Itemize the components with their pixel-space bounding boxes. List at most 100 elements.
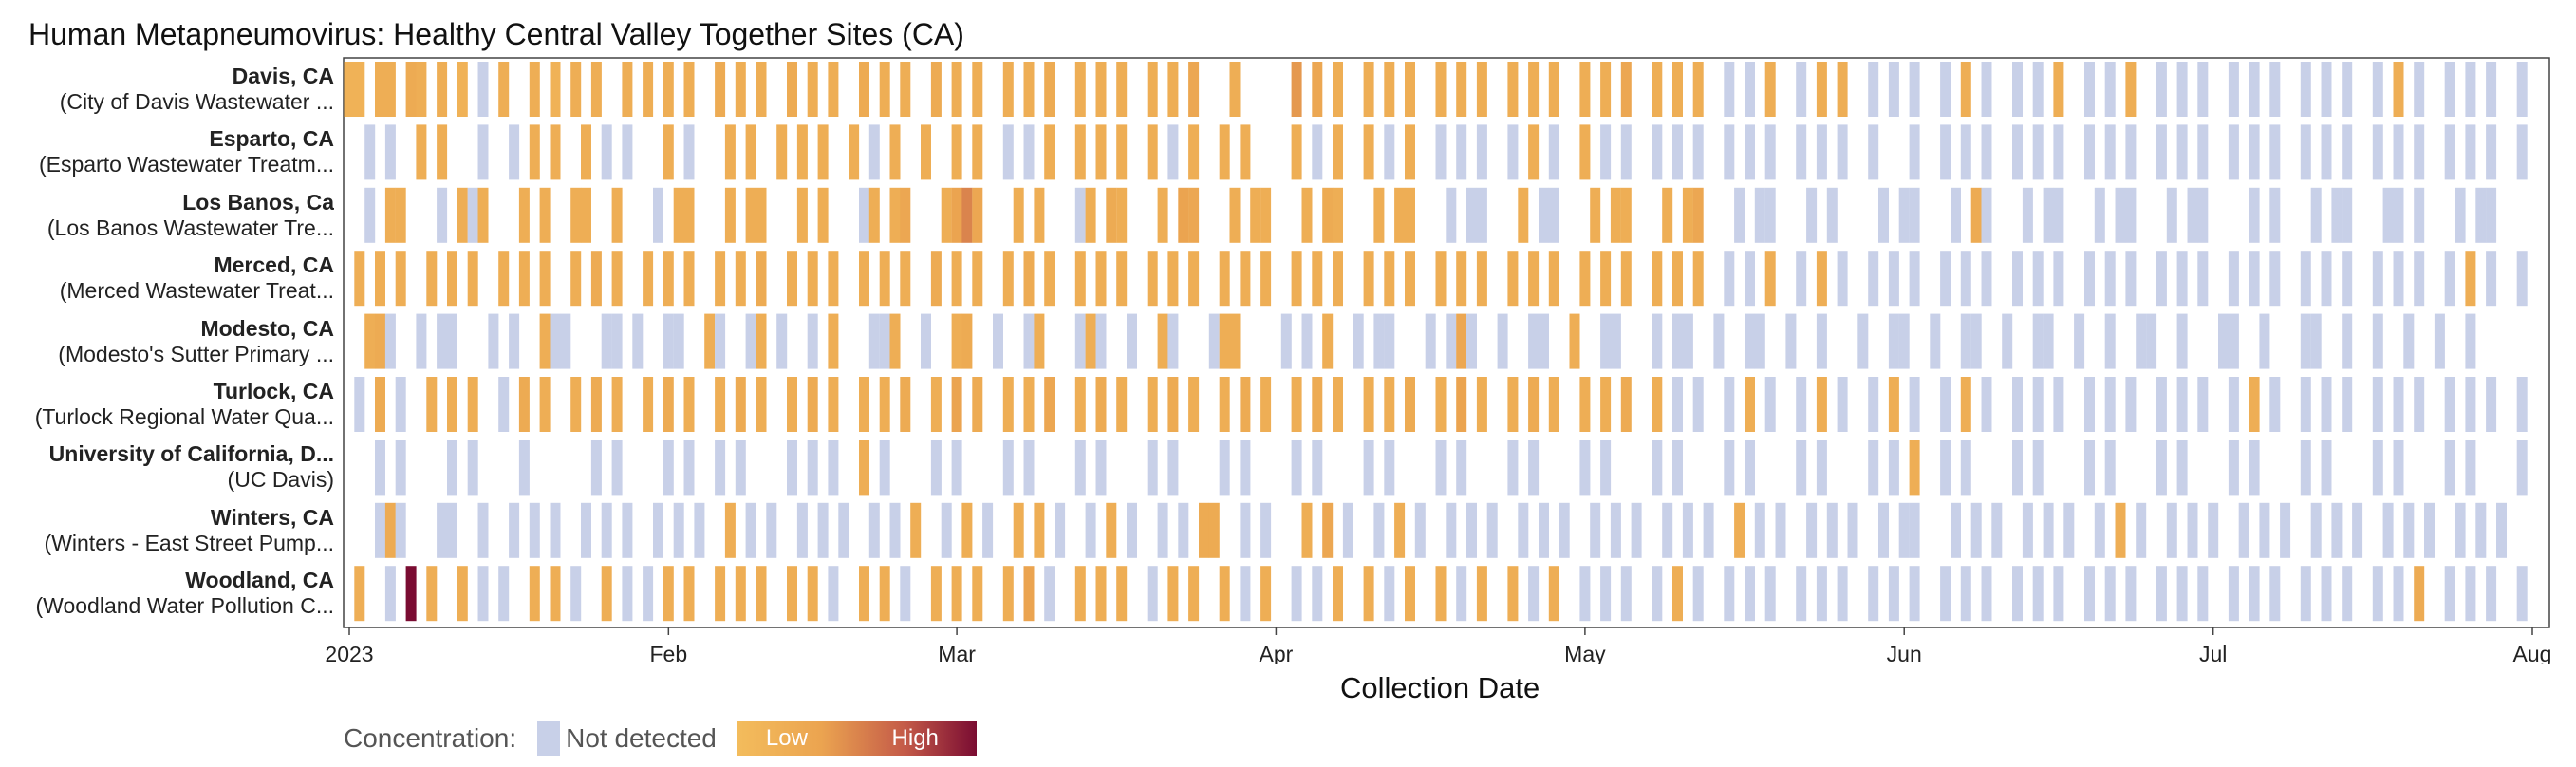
heatmap-cell xyxy=(1363,377,1374,432)
heatmap-cell xyxy=(2414,62,2425,117)
heatmap-cell xyxy=(1548,187,1559,243)
heatmap-cell xyxy=(1960,62,1971,117)
heatmap-cell xyxy=(1796,62,1807,117)
heatmap-cell xyxy=(2032,313,2044,369)
heatmap-cell xyxy=(715,377,726,432)
heatmap-cell xyxy=(1796,124,1807,180)
heatmap-cell xyxy=(611,440,623,496)
heatmap-cell xyxy=(2166,187,2177,243)
heatmap-cell xyxy=(2125,377,2137,432)
heatmap-cell xyxy=(1260,502,1272,558)
heatmap-cell xyxy=(1116,187,1128,243)
heatmap-cell xyxy=(2084,566,2095,622)
heatmap-cell xyxy=(437,124,448,180)
heatmap-cell xyxy=(2300,124,2311,180)
heatmap-cell xyxy=(416,313,427,369)
heatmap-cell xyxy=(2414,124,2425,180)
heatmap-cell xyxy=(622,124,633,180)
heatmap-cell xyxy=(2228,566,2239,622)
heatmap-cell xyxy=(1497,313,1508,369)
heatmap-cell xyxy=(2104,251,2116,307)
heatmap-cell xyxy=(1333,124,1343,180)
heatmap-cell xyxy=(2032,440,2044,496)
heatmap-cell xyxy=(1157,502,1168,558)
heatmap-cell xyxy=(2516,566,2528,622)
heatmap-cell xyxy=(2053,187,2064,243)
heatmap-cell xyxy=(1333,251,1343,307)
heatmap-cell xyxy=(1301,187,1313,243)
heatmap-cell xyxy=(2414,566,2425,622)
heatmap-cell xyxy=(1074,440,1086,496)
heatmap-cell xyxy=(2300,313,2311,369)
heatmap-cell xyxy=(766,502,777,558)
heatmap-cell xyxy=(1888,62,1899,117)
heatmap-cell xyxy=(1745,251,1755,307)
heatmap-cell xyxy=(859,187,869,243)
heatmap-cell xyxy=(2342,313,2353,369)
heatmap-cell xyxy=(2486,251,2497,307)
heatmap-cell xyxy=(1652,313,1663,369)
heatmap-cell xyxy=(529,566,540,622)
heatmap-cell xyxy=(1363,440,1374,496)
heatmap-cell xyxy=(1826,502,1838,558)
heatmap-cell xyxy=(1507,566,1519,622)
heatmap-cell xyxy=(509,124,520,180)
heatmap-cell xyxy=(1764,251,1776,307)
heatmap-cell xyxy=(2094,502,2105,558)
heatmap-cell xyxy=(889,313,901,369)
heatmap-cell xyxy=(1837,377,1848,432)
heatmap-cell xyxy=(590,440,602,496)
heatmap-cell xyxy=(447,502,457,558)
heatmap-cell xyxy=(2032,251,2044,307)
heatmap-cell xyxy=(1682,313,1693,369)
heatmap-cell xyxy=(1652,124,1663,180)
heatmap-cell xyxy=(1960,313,1971,369)
heatmap-cell xyxy=(1435,566,1447,622)
heatmap-cell xyxy=(2104,62,2116,117)
heatmap-cell xyxy=(704,313,716,369)
heatmap-cell xyxy=(395,251,406,307)
site-name: Woodland, CA xyxy=(185,568,334,593)
heatmap-cell xyxy=(1672,62,1683,117)
heatmap-cell xyxy=(879,313,890,369)
heatmap-cell xyxy=(1940,251,1951,307)
heatmap-cell xyxy=(1734,502,1745,558)
heatmap-cell xyxy=(2321,124,2332,180)
heatmap-cell xyxy=(972,124,983,180)
heatmap-cell xyxy=(951,377,962,432)
heatmap-cell xyxy=(2444,377,2455,432)
heatmap-cell xyxy=(1074,566,1086,622)
site-label: University of California, D... (UC Davis) xyxy=(11,441,334,493)
heatmap-cell xyxy=(2125,566,2137,622)
heatmap-cell xyxy=(735,566,746,622)
heatmap-cell xyxy=(1363,566,1374,622)
heatmap-cell xyxy=(354,377,365,432)
heatmap-cell xyxy=(2125,251,2137,307)
site-label: Los Banos, Ca (Los Banos Wastewater Tre..… xyxy=(11,190,334,241)
heatmap-cell xyxy=(1764,566,1776,622)
heatmap-cell xyxy=(1909,440,1920,496)
heatmap-cell xyxy=(2043,313,2054,369)
heatmap-cell xyxy=(972,62,983,117)
heatmap-cell xyxy=(663,313,674,369)
heatmap-cell xyxy=(2269,187,2281,243)
heatmap-cell xyxy=(1106,187,1117,243)
heatmap-cell xyxy=(570,187,582,243)
heatmap-cell xyxy=(1476,377,1487,432)
heatmap-cell xyxy=(550,502,561,558)
heatmap-cell xyxy=(2434,313,2445,369)
heatmap-cell xyxy=(2444,62,2455,117)
heatmap-cell xyxy=(1528,313,1540,369)
heatmap-cell xyxy=(2063,502,2075,558)
heatmap-cell xyxy=(1713,313,1725,369)
heatmap-cell xyxy=(2393,124,2404,180)
heatmap-cell xyxy=(1981,62,1992,117)
heatmap-cell xyxy=(1044,251,1055,307)
x-tick-label: Aug xyxy=(2513,642,2552,664)
heatmap-cell xyxy=(2342,124,2353,180)
heatmap-cell xyxy=(2516,62,2528,117)
heatmap-cell xyxy=(653,502,663,558)
heatmap-cell xyxy=(715,440,726,496)
heatmap-cell xyxy=(1528,251,1540,307)
heatmap-cell xyxy=(1981,187,1992,243)
